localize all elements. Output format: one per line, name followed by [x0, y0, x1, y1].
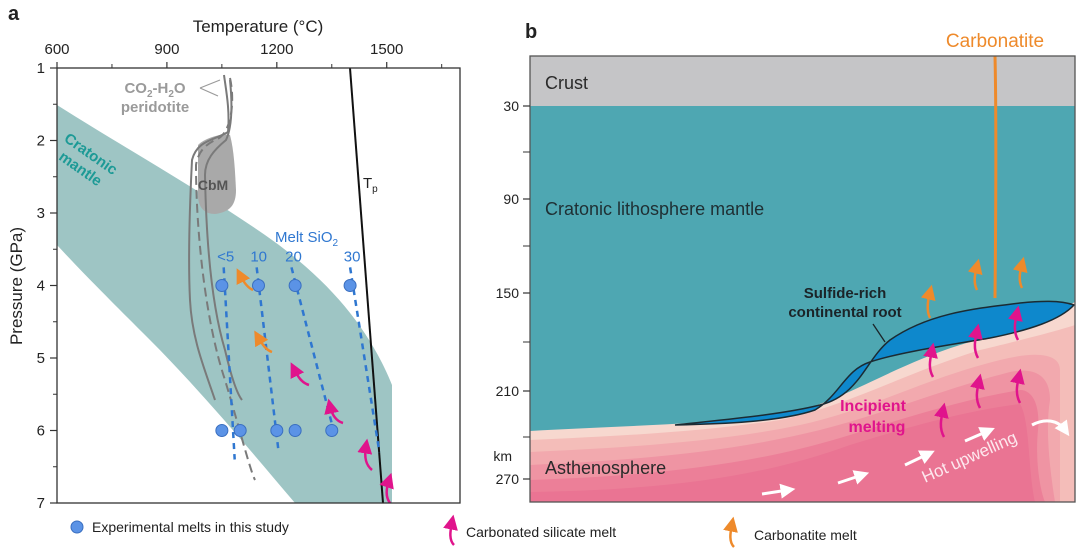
tp-adiabat-line: [349, 68, 384, 503]
upwelling-arrow-1: [761, 483, 796, 499]
upwelling-arrow-5: [1031, 419, 1070, 437]
root-label-2: continental root: [788, 304, 901, 321]
experimental-point: [233, 424, 247, 437]
sio2-level-label: <5: [217, 248, 234, 265]
y-tick-label: 7: [37, 495, 45, 512]
carbonatite-arrow-b3: [1012, 256, 1028, 289]
x-tick-label: 1500: [370, 41, 403, 58]
peridotite-label-2: peridotite: [121, 99, 189, 116]
melt-arrow-b6: [934, 402, 949, 438]
upwelling-arrow-4: [964, 427, 995, 443]
y-tick-label: 3: [37, 205, 45, 222]
y-tick-label: 4: [37, 278, 45, 295]
y-tick-label: 5: [37, 350, 45, 367]
legend-experimental: Experimental melts in this study: [92, 519, 289, 535]
legend-carbonated-silicate: Carbonated silicate melt: [466, 524, 616, 540]
peridotite-pointer: [199, 79, 221, 97]
asthenosphere-label: Asthenosphere: [545, 458, 666, 478]
panel-b-label: b: [525, 21, 537, 43]
y-axis-title: Pressure (GPa): [7, 227, 26, 345]
panel-a-axes: 600 900 1200 1500 1 2 3 4 5 6 7: [37, 41, 443, 512]
carbonatite-arrow-a2: [254, 330, 273, 354]
carbonated-silicate-arrow-a4: [379, 472, 394, 503]
legend-magenta-arrow-icon: [443, 514, 458, 546]
melt-arrow-b5: [1010, 368, 1025, 404]
legend-carbonatite: Carbonatite melt: [754, 527, 857, 543]
melt-arrow-b2: [968, 323, 983, 359]
root-label-1: Sulfide-rich: [804, 285, 887, 302]
y-tick-label: 6: [37, 423, 45, 440]
x-axis-title: Temperature (°C): [193, 17, 324, 36]
panel-b-frame: [529, 55, 1076, 503]
experimental-point: [288, 424, 302, 437]
legend-dot-icon: [70, 520, 84, 534]
carbonatite-arrow-b2: [967, 258, 983, 291]
sio2-level-label: 30: [344, 248, 361, 265]
depth-tick-label: 210: [496, 383, 520, 399]
legend: Experimental melts in this study Carbona…: [70, 514, 857, 548]
x-tick-label: 600: [44, 41, 69, 58]
sio2-level-label: 10: [250, 248, 267, 265]
peridotite-solidus-dashed: [194, 77, 256, 481]
lithosphere-label: Cratonic lithosphere mantle: [545, 199, 764, 219]
sio2-level-labels: <5 10 20 30: [217, 248, 360, 265]
panel-b-depth-axis: 30 90 150 210 270: [496, 98, 530, 487]
crust-layer: [530, 56, 1075, 106]
melt-arrow-b3: [1008, 305, 1023, 341]
crust-label: Crust: [545, 73, 588, 93]
carbonated-silicate-arrow-a1: [290, 362, 310, 387]
root-pointer: [872, 323, 886, 343]
incipient-label-1: Incipient: [840, 398, 906, 415]
y-tick-label: 2: [37, 133, 45, 150]
tp-label: Tp: [363, 175, 378, 195]
cratonic-mantle-region: [57, 105, 392, 503]
asthenosphere-core: [530, 404, 1035, 502]
experimental-point: [325, 424, 339, 437]
peridotite-label: CO2-H2O: [124, 80, 185, 100]
melt-arrow-b1: [923, 342, 938, 378]
experimental-point: [288, 279, 302, 292]
carbonatite-arrow-a1: [236, 268, 254, 292]
experimental-point: [215, 424, 229, 437]
legend-orange-arrow-icon: [723, 516, 738, 548]
x-tick-label: 900: [154, 41, 179, 58]
melt-arrow-b4: [970, 373, 985, 409]
upwelling-arrow-3: [904, 450, 935, 467]
incipient-label-2: melting: [849, 419, 906, 436]
panel-a: a Temperature (°C) 600 9: [7, 3, 461, 512]
experimental-point: [252, 279, 265, 292]
depth-tick-label: 30: [503, 98, 519, 114]
experimental-points: [215, 279, 357, 437]
sio2-isopleth-line: [348, 267, 381, 453]
x-tick-label: 1200: [260, 41, 293, 58]
cbm-region: [198, 134, 236, 214]
experimental-point: [215, 279, 229, 292]
melt-sio2-label: Melt SiO2: [275, 229, 339, 249]
experimental-point: [343, 279, 357, 292]
carbonatite-label: Carbonatite: [946, 31, 1044, 52]
upwelling-arrow-2: [837, 470, 870, 485]
cbm-label: CbM: [198, 177, 228, 193]
depth-tick-label: 270: [496, 471, 520, 487]
panel-a-label: a: [8, 3, 20, 25]
depth-unit-label: km: [493, 448, 512, 464]
panel-b: b: [493, 21, 1076, 503]
sio2-isopleth-line: [255, 267, 280, 453]
peridotite-solidus-curve-2: [203, 79, 243, 401]
depth-tick-label: 150: [496, 285, 520, 301]
experimental-point: [270, 424, 284, 437]
sio2-level-label: 20: [285, 248, 302, 265]
y-tick-label: 1: [37, 60, 45, 77]
carbonated-silicate-arrow-a3: [357, 438, 373, 471]
carbonatite-vein: [993, 56, 998, 299]
carbonatite-arrow-b1: [920, 284, 936, 319]
depth-tick-label: 90: [503, 191, 519, 207]
carbonated-silicate-arrow-a2: [324, 398, 344, 425]
